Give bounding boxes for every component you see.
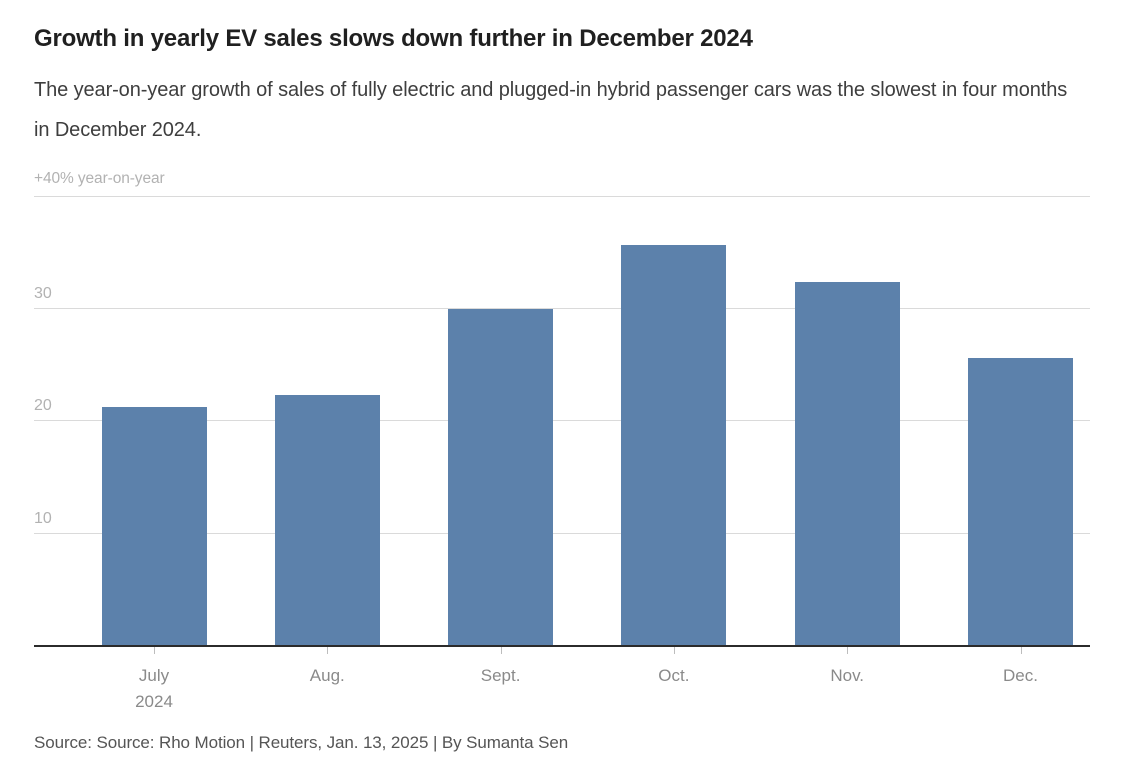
gridline-30 [34, 308, 1090, 310]
x-label-sept: Sept. [480, 666, 521, 685]
gridline-10 [34, 532, 1090, 534]
y-axis-top-label: +40% year-on-year [34, 170, 165, 187]
bar-aug [274, 394, 380, 645]
chart-subtitle: The year-on-year growth of sales of full… [34, 79, 1068, 141]
bar-chart: +40% year-on-year 10 20 30 July 2024 Aug. Sep… [34, 163, 1090, 723]
bar-dec [968, 357, 1073, 645]
x-tick-1 [327, 647, 329, 654]
x-axis-line [34, 645, 1090, 647]
x-label-dec: Dec. [1003, 666, 1038, 685]
x-label-oct: Oct. [658, 666, 690, 685]
y-tick-label-10: 10 [34, 509, 52, 527]
x-label-july: July 2024 [135, 666, 173, 711]
bar-july [101, 406, 207, 645]
x-tick-5 [1020, 647, 1022, 654]
y-tick-label-30: 30 [34, 285, 52, 303]
gridline-40 [34, 195, 1090, 197]
x-label-aug: Aug. [309, 666, 345, 685]
bar-nov [794, 282, 900, 645]
bar-oct [621, 245, 727, 645]
chart-card: Growth in yearly EV sales slows down fur… [34, 25, 1090, 723]
gridline-20 [34, 420, 1090, 422]
source-line: Source: Source: Rho Motion | Reuters, Ja… [34, 733, 569, 752]
bar-sept [448, 309, 554, 645]
x-tick-2 [500, 647, 502, 654]
x-tick-0 [154, 647, 155, 654]
x-tick-3 [673, 647, 675, 654]
chart-title: Growth in yearly EV sales slows down fur… [34, 25, 753, 52]
x-label-nov: Nov. [830, 666, 865, 685]
x-tick-4 [847, 647, 849, 654]
y-tick-label-20: 20 [34, 397, 52, 415]
